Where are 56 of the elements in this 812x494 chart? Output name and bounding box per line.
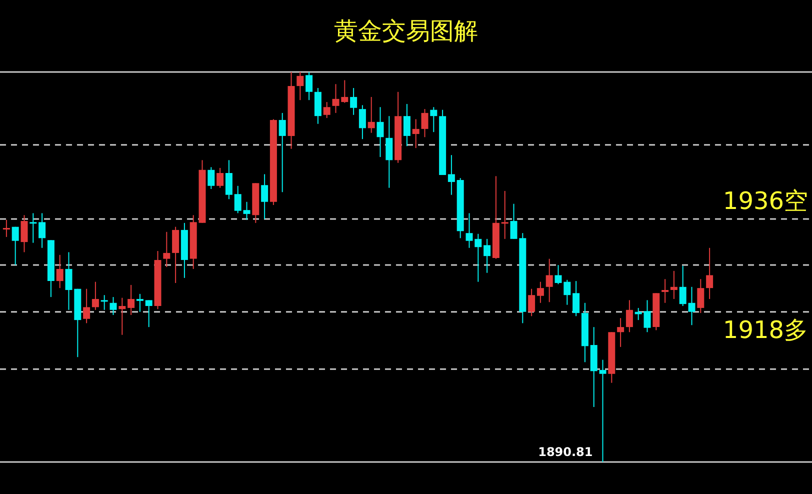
candlestick bbox=[368, 96, 375, 134]
candlestick bbox=[118, 297, 126, 336]
candlestick bbox=[572, 280, 580, 317]
candlestick bbox=[617, 318, 624, 348]
candlestick bbox=[670, 270, 678, 300]
candlestick bbox=[679, 265, 686, 306]
candlestick bbox=[501, 190, 508, 240]
candlestick bbox=[163, 231, 170, 268]
candlestick bbox=[358, 104, 366, 140]
annotation: 1890.81 bbox=[538, 445, 593, 459]
candlestick bbox=[528, 288, 536, 317]
ref-line-label: 1918多 bbox=[722, 316, 808, 344]
candlestick bbox=[100, 294, 108, 310]
candlestick bbox=[92, 281, 99, 310]
candlestick bbox=[30, 212, 37, 244]
candlestick bbox=[599, 359, 606, 462]
candlestick bbox=[376, 106, 384, 158]
candlestick bbox=[216, 167, 224, 188]
candlestick bbox=[323, 102, 330, 119]
candlestick bbox=[403, 103, 410, 147]
candlestick bbox=[278, 112, 286, 193]
candlestick bbox=[172, 226, 180, 284]
candlestick bbox=[662, 278, 669, 304]
candlestick bbox=[626, 300, 633, 333]
candlestick bbox=[145, 300, 152, 328]
candlestick bbox=[234, 185, 242, 214]
candlestick bbox=[208, 166, 215, 190]
candlestick bbox=[296, 72, 304, 101]
candlestick bbox=[536, 281, 544, 304]
candlestick bbox=[225, 160, 232, 200]
candlestick bbox=[421, 108, 428, 138]
candlestick bbox=[644, 300, 651, 333]
candlestick bbox=[20, 214, 28, 253]
candlestick bbox=[261, 174, 268, 220]
candlestick bbox=[546, 258, 553, 303]
candlestick bbox=[386, 116, 393, 188]
candlestick bbox=[128, 284, 135, 316]
candlestick bbox=[83, 288, 90, 324]
candlestick bbox=[350, 87, 358, 116]
candlestick bbox=[697, 278, 704, 314]
candlestick bbox=[56, 254, 64, 289]
candlestick bbox=[688, 286, 696, 326]
candlestick bbox=[38, 212, 46, 248]
candlestick bbox=[12, 226, 19, 266]
candlestick bbox=[2, 219, 10, 238]
candlestick bbox=[306, 72, 313, 101]
candlestick bbox=[110, 296, 117, 316]
candlestick bbox=[412, 118, 420, 149]
chart-title: 黄金交易图解 bbox=[334, 17, 478, 45]
candlestick bbox=[243, 201, 250, 220]
candlestick bbox=[484, 238, 491, 274]
candlestick bbox=[430, 106, 438, 133]
ref-line-label: 1936空 bbox=[722, 187, 808, 216]
candlestick bbox=[448, 154, 455, 196]
candlestick bbox=[706, 247, 714, 300]
candlestick bbox=[136, 293, 144, 312]
